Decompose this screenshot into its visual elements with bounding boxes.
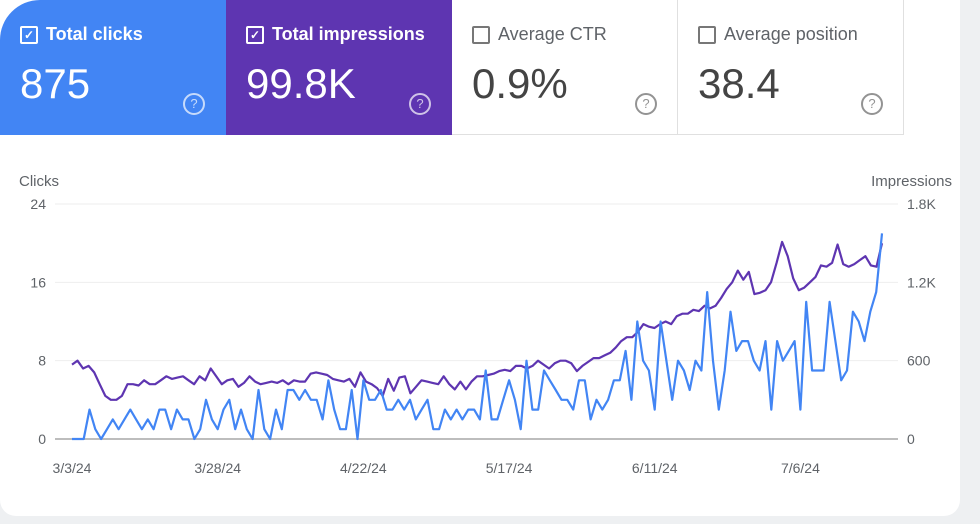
- x-tick-label: 7/6/24: [781, 460, 820, 476]
- metric-cards: ✓ Total clicks 875 ? ✓ Total impressions…: [0, 0, 906, 135]
- help-circle-icon[interactable]: ?: [409, 93, 431, 115]
- x-tick-label: 4/22/24: [340, 460, 387, 476]
- y-left-tick-label: 24: [30, 196, 46, 212]
- checkbox-checked-icon[interactable]: ✓: [20, 26, 38, 44]
- card-label: Average CTR: [498, 24, 607, 44]
- y-left-axis-title: Clicks: [19, 173, 59, 190]
- card-value: 0.9%: [472, 60, 568, 107]
- x-tick-label: 5/17/24: [486, 460, 533, 476]
- series-line-clicks: [72, 233, 884, 441]
- checkbox-checked-icon[interactable]: ✓: [246, 26, 264, 44]
- y-left-tick-label: 8: [38, 353, 46, 369]
- card-label: Total clicks: [46, 24, 143, 44]
- checkbox-unchecked-icon[interactable]: [472, 26, 490, 44]
- y-left-tick-label: 0: [38, 431, 46, 447]
- x-tick-label: 3/3/24: [53, 460, 92, 476]
- card-average-position[interactable]: Average position 38.4 ?: [678, 0, 904, 135]
- help-circle-icon[interactable]: ?: [635, 93, 657, 115]
- card-label: Total impressions: [272, 24, 425, 44]
- x-tick-label: 3/28/24: [194, 460, 241, 476]
- y-right-tick-label: 0: [907, 431, 915, 447]
- help-circle-icon[interactable]: ?: [183, 93, 205, 115]
- y-right-tick-label: 600: [907, 353, 931, 369]
- card-total-impressions[interactable]: ✓ Total impressions 99.8K ?: [226, 0, 452, 135]
- y-right-axis-title: Impressions: [871, 173, 952, 190]
- help-circle-icon[interactable]: ?: [861, 93, 883, 115]
- checkbox-unchecked-icon[interactable]: [698, 26, 716, 44]
- card-label: Average position: [724, 24, 858, 44]
- card-value: 99.8K: [246, 60, 356, 107]
- y-left-tick-label: 16: [30, 274, 46, 290]
- series-line-impressions: [71, 240, 884, 401]
- card-average-ctr[interactable]: Average CTR 0.9% ?: [452, 0, 678, 135]
- y-right-tick-label: 1.8K: [907, 196, 936, 212]
- card-value: 875: [20, 60, 91, 107]
- card-value: 38.4: [698, 60, 780, 107]
- x-tick-label: 6/11/24: [632, 460, 678, 476]
- card-total-clicks[interactable]: ✓ Total clicks 875 ?: [0, 0, 226, 135]
- y-right-tick-label: 1.2K: [907, 274, 936, 290]
